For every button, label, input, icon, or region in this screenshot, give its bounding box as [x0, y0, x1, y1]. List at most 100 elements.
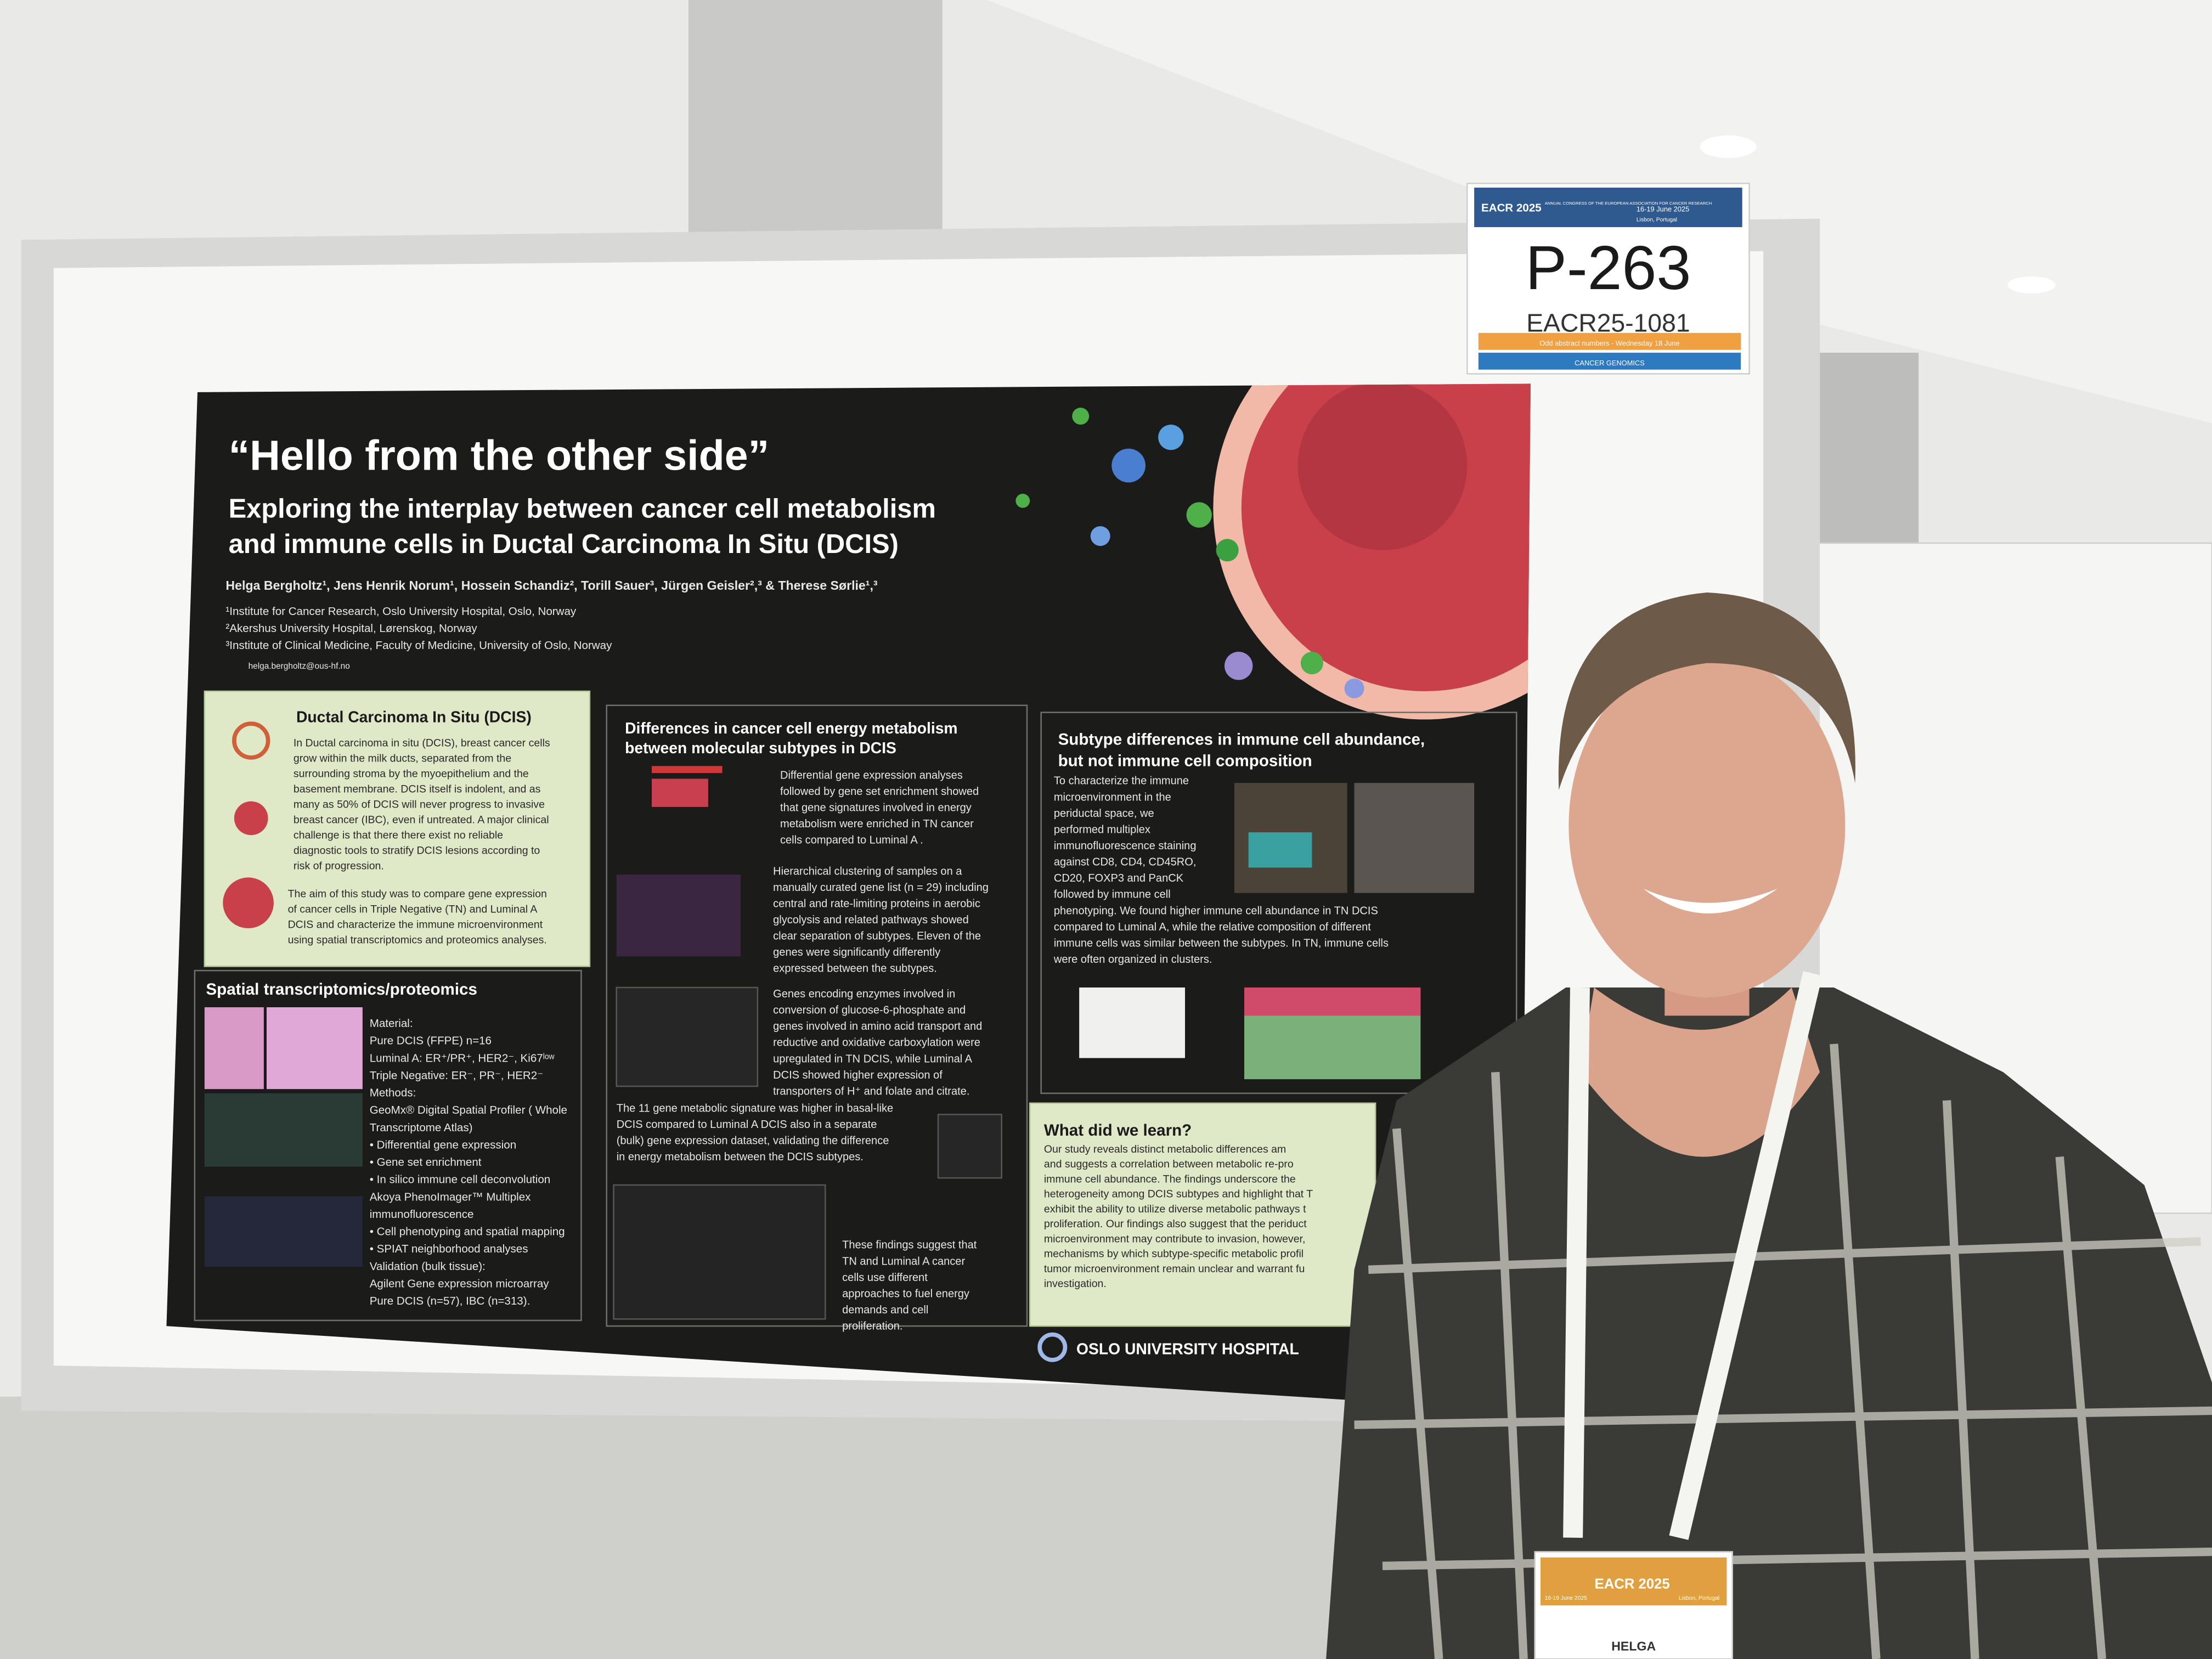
section-text: • Cell phenotyping and spatial mapping	[370, 1226, 565, 1238]
section-text: The 11 gene metabolic signature was high…	[617, 1102, 893, 1114]
poster-subtitle: and immune cells in Ductal Carcinoma In …	[229, 529, 899, 559]
sign-stripe	[1478, 352, 1741, 370]
cell	[1090, 526, 1110, 546]
sign-banner	[1474, 188, 1742, 227]
section-text: performed multiplex	[1054, 823, 1150, 836]
section-text: demands and cell	[842, 1304, 928, 1316]
section-text: upregulated in TN DCIS, while Luminal A	[773, 1053, 973, 1065]
stacked-bar-figure	[1244, 988, 1421, 1016]
section-text: cells compared to Luminal A .	[780, 834, 923, 847]
section-text: were often organized in clusters.	[1053, 953, 1212, 966]
section-text: immunofluorescence	[370, 1208, 474, 1221]
figure-bars	[652, 778, 708, 807]
section-text: investigation.	[1044, 1278, 1107, 1290]
dress	[1326, 988, 2212, 1659]
pathway-figure	[613, 1184, 826, 1320]
sign-code: P-263	[1525, 233, 1691, 302]
section-text: Pure DCIS (n=57), IBC (n=313).	[370, 1295, 531, 1307]
section-text: Our study reveals distinct metabolic dif…	[1044, 1143, 1286, 1155]
diagram-duct	[234, 801, 268, 836]
section-text: Triple Negative: ER⁻, PR⁻, HER2⁻	[370, 1069, 543, 1082]
if-image	[1248, 832, 1312, 868]
face	[1568, 653, 1846, 997]
section-text: in energy metabolism between the DCIS su…	[617, 1151, 864, 1163]
section-text: Akoya PhenoImager™ Multiplex	[370, 1190, 531, 1203]
section-text: In Ductal carcinoma in situ (DCIS), brea…	[294, 737, 550, 749]
section-text: To characterize the immune	[1054, 775, 1189, 787]
dress-pattern	[1354, 1043, 2212, 1659]
sign-abstract: EACR25-1081	[1526, 308, 1690, 337]
section-text: followed by gene set enrichment showed	[780, 786, 979, 798]
section-text: immune cells was similar between the sub…	[1054, 937, 1389, 949]
section-heading: Spatial transcriptomics/proteomics	[206, 980, 477, 998]
section-text: glycolysis and related pathways showed	[773, 914, 969, 926]
badge-banner	[1541, 1557, 1727, 1606]
section-text: DCIS and characterize the immune microen…	[288, 918, 543, 930]
section-text: genes involved in amino acid transport a…	[773, 1020, 982, 1032]
badge-dates: 16-19 June 2025	[1545, 1595, 1587, 1601]
figure-bar	[652, 766, 723, 774]
section-text: of cancer cells in Triple Negative (TN) …	[288, 903, 538, 915]
section-text: phenotyping. We found higher immune cell…	[1054, 905, 1378, 917]
heatmap	[616, 874, 741, 957]
section-heading: Differences in cancer cell energy metabo…	[625, 719, 957, 737]
section-text: • Differential gene expression	[370, 1138, 516, 1151]
scatter-figure	[616, 986, 759, 1087]
pillar	[688, 0, 943, 240]
section-text: Methods:	[370, 1087, 416, 1099]
metabolism-panel	[606, 704, 1028, 1327]
section-text: immunofluorescence staining	[1054, 840, 1197, 852]
section-text: proliferation.	[842, 1321, 902, 1333]
section-text: diagnostic tools to stratify DCIS lesion…	[294, 844, 540, 856]
section-text: compared to Luminal A, while the relativ…	[1054, 921, 1371, 933]
section-text: approaches to fuel energy	[842, 1288, 969, 1300]
neck	[1580, 988, 1820, 1157]
poster-subtitle: Exploring the interplay between cancer c…	[229, 494, 936, 524]
badge-name: HELGA	[1611, 1639, 1656, 1654]
sign-congress: ANNUAL CONGRESS OF THE EUROPEAN ASSOCIAT…	[1545, 201, 1712, 206]
section-text: Material:	[370, 1017, 413, 1030]
poster-logo: OSLO UNIVERSITY HOSPITAL	[1076, 1340, 1299, 1358]
section-text: manually curated gene list (n = 29) incl…	[773, 882, 989, 894]
section-heading: between molecular subtypes in DCIS	[625, 739, 896, 757]
section-text: • In silico immune cell deconvolution	[370, 1173, 551, 1186]
section-text: cells use different	[842, 1272, 928, 1284]
section-text: Agilent Gene expression microarray	[370, 1277, 550, 1290]
boxplot-figure	[1079, 988, 1185, 1058]
section-text: genes were significantly differently	[773, 946, 940, 958]
section-text: that gene signatures involved in energy	[780, 802, 972, 814]
sign-stripe	[1478, 332, 1741, 350]
section-text: The aim of this study was to compare gen…	[288, 888, 547, 900]
section-heading: What did we learn?	[1044, 1121, 1192, 1139]
section-text: conversion of glucose-6-phosphate and	[773, 1005, 966, 1017]
hair	[1558, 592, 1855, 790]
section-text: expressed between the subtypes.	[773, 963, 937, 975]
section-text: (bulk) gene expression dataset, validati…	[617, 1135, 889, 1147]
section-text: immune cell abundance. The findings unde…	[1044, 1173, 1296, 1185]
section-text: metabolism were enriched in TN cancer	[780, 818, 974, 830]
section-text: grow within the milk ducts, separated fr…	[294, 752, 511, 764]
poster-affiliation: ³Institute of Clinical Medicine, Faculty…	[225, 639, 612, 652]
section-text: risk of progression.	[294, 860, 384, 872]
section-text: microenvironment may contribute to invas…	[1044, 1233, 1306, 1245]
section-text: • SPIAT neighborhood analyses	[370, 1243, 528, 1255]
logo-icon	[1037, 1332, 1068, 1362]
section-text: breast cancer (IBC), even if untreated. …	[294, 814, 549, 826]
cell	[1300, 652, 1323, 675]
section-text: mechanisms by which subtype-specific met…	[1044, 1248, 1304, 1260]
cell	[1158, 425, 1184, 450]
section-heading: Subtype differences in immune cell abund…	[1058, 731, 1425, 749]
section-text: GeoMx® Digital Spatial Profiler ( Whole	[370, 1104, 567, 1116]
cell	[1072, 408, 1090, 425]
section-text: periductal space, we	[1054, 808, 1154, 820]
ceiling-light	[1700, 135, 1757, 158]
section-text: many as 50% of DCIS will never progress …	[294, 798, 545, 810]
poster-affiliation: ¹Institute for Cancer Research, Oslo Uni…	[225, 605, 577, 618]
section-text: microenvironment in the	[1054, 791, 1171, 803]
section-text: DCIS showed higher expression of	[773, 1069, 943, 1081]
section-text: against CD8, CD4, CD45RO,	[1054, 856, 1197, 868]
lanyard	[1563, 971, 1822, 1541]
ceiling-light	[2007, 276, 2056, 294]
section-text: heterogeneity among DCIS subtypes and hi…	[1044, 1188, 1313, 1200]
